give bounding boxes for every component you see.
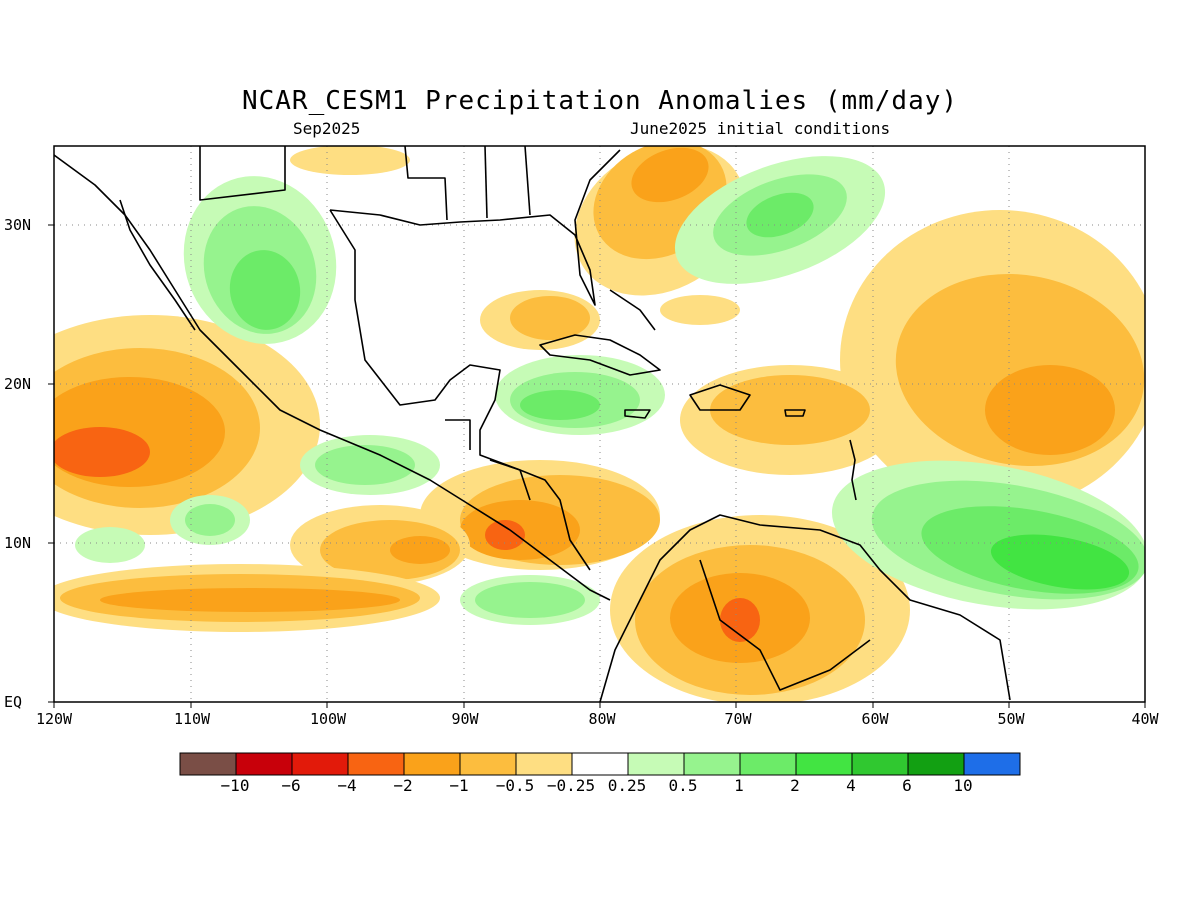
colorbar-swatch: [403, 752, 461, 776]
coastline: [689, 384, 751, 411]
coastline: [539, 334, 661, 376]
coastline: [445, 419, 471, 450]
coastline: [849, 439, 857, 501]
dry-anomaly-region: [660, 295, 740, 325]
lon-label-90w: 90W: [451, 710, 479, 728]
dry-anomaly-region: [485, 520, 525, 550]
colorbar-swatch: [235, 752, 293, 776]
colorbar-swatch: [291, 752, 349, 776]
colorbar-swatch: [739, 752, 797, 776]
dry-anomaly-region: [720, 598, 760, 642]
colorbar-swatch: [683, 752, 741, 776]
anomaly-shading: [54, 146, 1145, 702]
colorbar-label: −4: [337, 776, 357, 795]
colorbar-label: 0.25: [607, 776, 647, 795]
coastline: [54, 154, 611, 601]
lat-label-30n: 30N: [4, 216, 32, 234]
wet-anomaly-region: [315, 445, 415, 485]
wet-anomaly-region: [75, 527, 145, 563]
valid-month-label: Sep2025: [293, 119, 361, 138]
dry-anomaly-region: [390, 536, 450, 564]
dry-anomaly-region: [100, 588, 400, 612]
colorbar-swatch: [459, 752, 517, 776]
dry-anomaly-region: [290, 146, 410, 175]
wet-anomaly-region: [990, 534, 1130, 590]
lat-label-10n: 10N: [4, 534, 32, 552]
colorbar-label: −1: [449, 776, 469, 795]
dry-anomaly-region: [985, 365, 1115, 455]
wet-anomaly-region: [475, 582, 585, 618]
wet-anomaly-region: [185, 504, 235, 536]
coastline: [119, 199, 196, 331]
lon-label-100w: 100W: [309, 710, 347, 728]
wet-anomaly-region: [229, 250, 301, 330]
wet-anomaly-region: [746, 192, 814, 238]
lon-label-40w: 40W: [1131, 710, 1159, 728]
colorbar-swatch: [347, 752, 405, 776]
lat-label-20n: 20N: [4, 375, 32, 393]
coastline: [599, 514, 1011, 702]
init-conditions-label: June2025 initial conditions: [630, 119, 891, 138]
colorbar-label: 6: [902, 776, 912, 795]
colorbar-swatch: [851, 752, 909, 776]
coastline: [489, 459, 531, 501]
colorbar-label: −6: [281, 776, 301, 795]
axis-ticks: [48, 224, 1146, 708]
colorbar-swatch: [627, 752, 685, 776]
coastline: [484, 146, 488, 219]
coastline: [524, 146, 531, 216]
colorbar-swatch: [795, 752, 853, 776]
colorbar-label: 0.5: [668, 776, 698, 795]
colorbar-label: 4: [846, 776, 856, 795]
colorbar-label: −2: [393, 776, 413, 795]
lon-label-50w: 50W: [997, 710, 1025, 728]
coastline: [609, 289, 656, 331]
lon-label-60w: 60W: [861, 710, 889, 728]
colorbar-label: −10: [220, 776, 250, 795]
colorbar-label: −0.5: [495, 776, 535, 795]
coastline: [329, 149, 621, 306]
lon-label-70w: 70W: [724, 710, 752, 728]
colorbar-swatch: [571, 752, 629, 776]
coastline: [199, 146, 286, 201]
coastline: [699, 559, 871, 691]
colorbar-swatch: [907, 752, 965, 776]
lon-label-120w: 120W: [35, 710, 73, 728]
colorbar: [179, 752, 1021, 776]
lat-label-eq: EQ: [4, 693, 23, 711]
colorbar-label: −0.25: [546, 776, 596, 795]
dry-anomaly-region: [510, 296, 590, 340]
colorbar-swatch: [963, 752, 1021, 776]
dry-anomaly-region: [631, 147, 709, 203]
colorbar-label: 1: [734, 776, 744, 795]
coastline: [624, 409, 651, 419]
lon-label-110w: 110W: [173, 710, 211, 728]
colorbar-swatch: [515, 752, 573, 776]
colorbar-label: 2: [790, 776, 800, 795]
coastlines: [54, 146, 1011, 702]
map-title: NCAR_CESM1 Precipitation Anomalies (mm/d…: [241, 86, 959, 116]
coastline: [404, 146, 448, 221]
lon-label-80w: 80W: [588, 710, 616, 728]
coastline: [329, 209, 591, 571]
colorbar-swatch: [179, 752, 237, 776]
coastline: [784, 409, 806, 417]
colorbar-label: 10: [953, 776, 973, 795]
dry-anomaly-region: [54, 427, 150, 477]
wet-anomaly-region: [520, 390, 600, 420]
